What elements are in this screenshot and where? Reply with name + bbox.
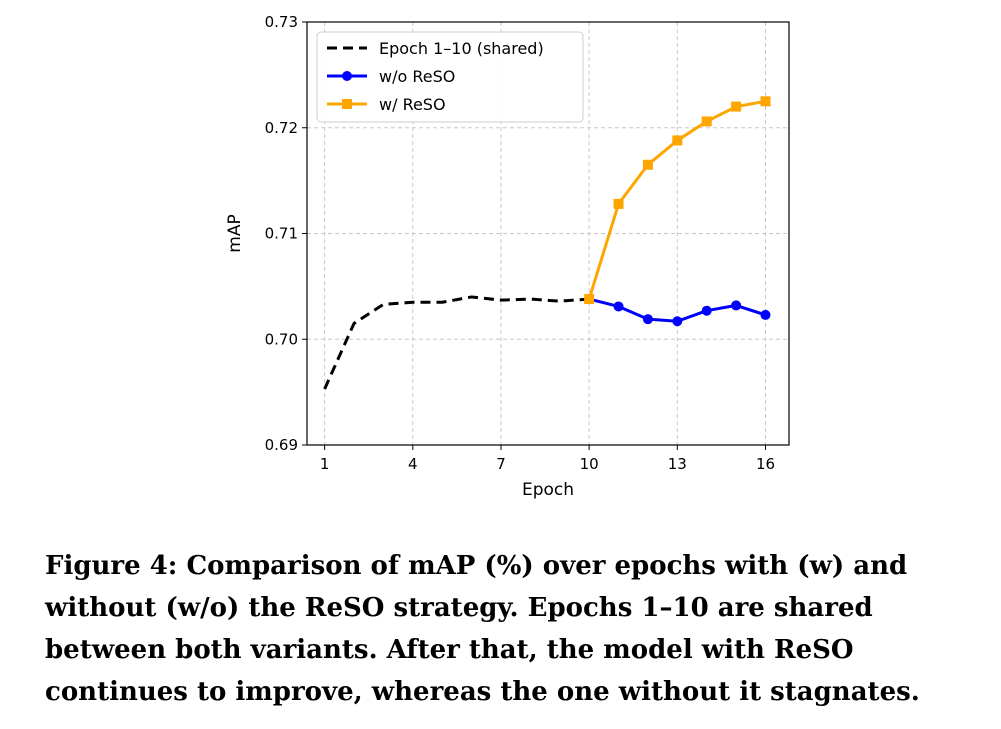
- x-tick-label: 16: [756, 455, 775, 473]
- series-layer: [323, 96, 771, 390]
- legend-label: Epoch 1–10 (shared): [379, 39, 544, 58]
- legend: Epoch 1–10 (shared) w/o ReSO w/ ReSO: [316, 31, 584, 123]
- y-tick-label: 0.69: [265, 436, 298, 454]
- y-tick-label: 0.72: [265, 119, 298, 137]
- data-point: [613, 198, 624, 209]
- data-point: [672, 316, 683, 327]
- axis-ticks: 1 4 7 10 13 16 0.69 0.70 0.71 0.72 0.73: [265, 13, 775, 473]
- data-point: [672, 135, 683, 146]
- data-point: [642, 314, 653, 325]
- data-point: [701, 305, 712, 316]
- y-axis-label: mAP: [225, 214, 245, 252]
- figure-caption: Figure 4: Comparison of mAP (%) over epo…: [45, 551, 920, 707]
- series-3: [584, 96, 771, 305]
- legend-box: [316, 31, 584, 123]
- data-point: [642, 159, 653, 170]
- legend-label: w/ ReSO: [379, 95, 446, 114]
- data-point: [760, 309, 771, 320]
- legend-marker: [342, 71, 352, 81]
- x-tick-label: 10: [580, 455, 599, 473]
- series-1: [323, 295, 590, 390]
- legend-label: w/o ReSO: [379, 67, 455, 86]
- data-point: [613, 301, 624, 312]
- legend-marker: [342, 99, 352, 109]
- data-point: [731, 101, 742, 112]
- data-point: [584, 294, 595, 305]
- x-tick-label: 13: [668, 455, 687, 473]
- data-point: [760, 96, 771, 107]
- line-chart: 1 4 7 10 13 160.690.700.710.720.73 Epoch mAP …: [225, 13, 790, 500]
- x-tick-label: 1: [320, 455, 330, 473]
- series-line: [323, 295, 590, 390]
- x-axis-label: Epoch: [522, 480, 574, 500]
- y-tick-label: 0.73: [265, 13, 298, 31]
- y-tick-label: 0.71: [265, 225, 298, 243]
- x-tick-label: 4: [408, 455, 418, 473]
- data-point: [731, 300, 742, 311]
- y-tick-label: 0.70: [265, 330, 298, 348]
- x-tick-label: 7: [496, 455, 506, 473]
- data-point: [701, 116, 712, 127]
